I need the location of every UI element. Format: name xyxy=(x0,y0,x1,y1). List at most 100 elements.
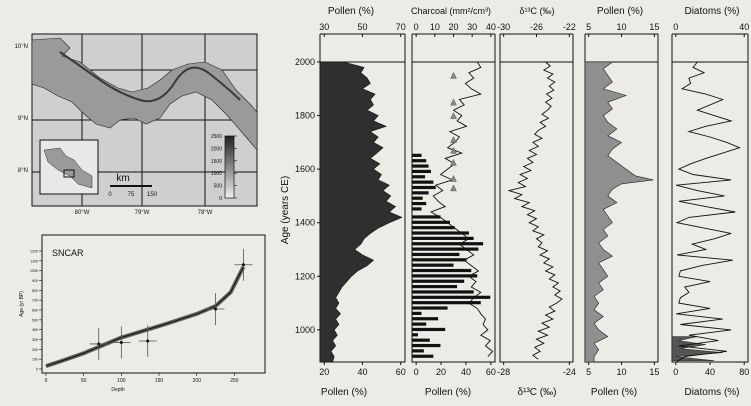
charcoal-bar xyxy=(412,333,418,337)
age-model-line xyxy=(45,266,244,367)
charcoal-bar xyxy=(412,263,454,267)
panel-2-bottom-tick-label: 0 xyxy=(414,367,419,377)
y-tick-label: 1100 xyxy=(30,259,38,263)
panel-5-bottom-label: Diatoms (%) xyxy=(684,387,739,398)
y-tick-label: 300 xyxy=(32,338,38,342)
elevation-tick-label: 1000 xyxy=(211,171,222,177)
panel-2-bottom-tick-label: 60 xyxy=(486,367,496,377)
panel-3-frame xyxy=(499,61,574,363)
charcoal-bar xyxy=(412,279,465,283)
charcoal-bar xyxy=(412,175,426,179)
latitude-label: 10°N xyxy=(15,44,28,50)
panel-3-top-tick-label: -26 xyxy=(530,22,543,32)
panel-2-top-label: Charcoal (mm²/cm³) xyxy=(411,6,491,16)
d13c-line xyxy=(507,61,563,360)
panel-2-bottom-label: Pollen (%) xyxy=(425,387,471,398)
charcoal-plot: 0 10 20 30 40 0 20 40 60 xyxy=(411,22,496,377)
charcoal-bar xyxy=(412,215,441,219)
charcoal-bar xyxy=(412,231,469,235)
y-tick-label: 700 xyxy=(32,299,38,303)
scale-tick-label: 75 xyxy=(128,192,135,198)
charcoal-bar xyxy=(412,343,441,348)
age-axis-label: Age (years CE) xyxy=(280,176,291,244)
panel-5-bottom-tick-label: 40 xyxy=(705,367,715,377)
scale-unit-label: km xyxy=(116,173,129,184)
y-tick-label: 1000 xyxy=(30,269,38,273)
pollen-1-plot: 30 50 70 20 40 60 2000 1800 1600 1400 1200 1000 xyxy=(295,22,406,377)
charcoal-marker-triangle xyxy=(450,158,457,166)
charcoal-marker-triangle xyxy=(450,184,457,192)
study-area-map: 0 500 1000 1500 2000 2500 km 0 75 150 10°N 9°… xyxy=(15,33,258,216)
y-tick-label: 600 xyxy=(32,309,38,313)
elevation-tick-label: 2000 xyxy=(211,146,222,152)
panel-2-top-tick-label: 40 xyxy=(486,22,496,32)
date-point xyxy=(214,307,218,311)
charcoal-pollen-line xyxy=(429,61,494,357)
elevation-tick-label: 1500 xyxy=(211,159,222,165)
panel-1-top-tick-label: 30 xyxy=(319,22,329,32)
charcoal-bar xyxy=(412,247,479,251)
age-tick-label: 1000 xyxy=(295,325,315,335)
d13c-panel: δ¹³C (‰) δ¹³C (‰) -30 -26 -22 -28 -24 xyxy=(497,6,576,398)
scale-tick-label: 0 xyxy=(108,192,112,198)
charcoal-bar xyxy=(412,349,424,353)
d13c-plot: -30 -26 -22 -28 -24 xyxy=(497,22,576,377)
panel-5-top-tick-label: 0 xyxy=(673,22,678,32)
x-tick-label: 0 xyxy=(45,378,48,384)
age-tick-label: 1200 xyxy=(295,271,315,281)
panel-1-bottom-label: Pollen (%) xyxy=(321,387,367,398)
latitude-label: 8°N xyxy=(18,168,28,174)
pollen-2-plot: 5 10 15 5 10 15 xyxy=(584,22,659,377)
y-tick-label: 100 xyxy=(32,358,38,362)
panel-4-top-tick-label: 5 xyxy=(586,22,591,32)
scale-tick-label: 150 xyxy=(147,192,158,198)
charcoal-bar xyxy=(412,180,434,184)
elevation-legend-bar xyxy=(224,135,235,199)
charcoal-bar xyxy=(412,295,491,299)
x-tick-label: 50 xyxy=(81,378,87,384)
panel-2-frame xyxy=(411,61,496,363)
charcoal-bar xyxy=(412,258,467,262)
x-tick-label: 100 xyxy=(117,378,126,384)
y-tick-label: 1200 xyxy=(30,250,38,254)
pollen-panel-1: Pollen (%) Pollen (%) Age (years CE) 30 5… xyxy=(280,6,406,398)
age-depth-ylabel: Age (yr BP) xyxy=(19,291,25,317)
charcoal-bar xyxy=(412,207,422,211)
panel-3-bottom-tick-label: -28 xyxy=(497,367,510,377)
panel-4-top-label: Pollen (%) xyxy=(597,6,643,17)
charcoal-bar xyxy=(412,191,429,195)
inset-landmass xyxy=(43,147,93,189)
latitude-label: 9°N xyxy=(18,116,28,122)
panel-2-bottom-tick-label: 20 xyxy=(436,367,446,377)
date-point xyxy=(146,339,150,343)
panel-4-bottom-tick-label: 15 xyxy=(649,367,659,377)
elevation-tick-label: 2500 xyxy=(211,134,222,140)
date-point xyxy=(119,340,123,344)
x-tick-label: 200 xyxy=(193,378,202,384)
panel-2-bottom-tick-label: 40 xyxy=(461,367,471,377)
charcoal-bar xyxy=(412,274,478,278)
panel-4-top-tick-label: 10 xyxy=(616,22,626,32)
charcoal-bar xyxy=(412,185,436,190)
panel-1-top-tick-label: 50 xyxy=(357,22,367,32)
panel-4-bottom-tick-label: 5 xyxy=(586,367,591,377)
age-tick-label: 1600 xyxy=(295,164,315,174)
age-depth-frame xyxy=(41,234,266,374)
diatoms-shaded-area xyxy=(671,336,723,361)
charcoal-bar xyxy=(412,285,458,289)
panel-3-top-tick-label: -22 xyxy=(563,22,576,32)
pollen-1-area xyxy=(319,61,403,363)
elevation-legend-ticks: 0 500 1000 1500 2000 2500 xyxy=(211,134,237,202)
charcoal-bar xyxy=(412,159,427,163)
charcoal-bar xyxy=(412,220,450,224)
longitude-label: 79°W xyxy=(135,210,150,216)
diatoms-panel: Diatoms (%) Diatoms (%) 0 40 0 40 80 xyxy=(671,6,749,398)
y-tick-label: 800 xyxy=(32,289,38,293)
pollen-2-area xyxy=(584,61,654,363)
panel-1-bottom-tick-label: 20 xyxy=(319,367,329,377)
charcoal-bar xyxy=(412,301,481,305)
charcoal-bar xyxy=(412,306,448,310)
elevation-tick-label: 500 xyxy=(214,184,223,190)
charcoal-marker-triangle xyxy=(450,71,457,79)
charcoal-bar xyxy=(412,153,422,157)
